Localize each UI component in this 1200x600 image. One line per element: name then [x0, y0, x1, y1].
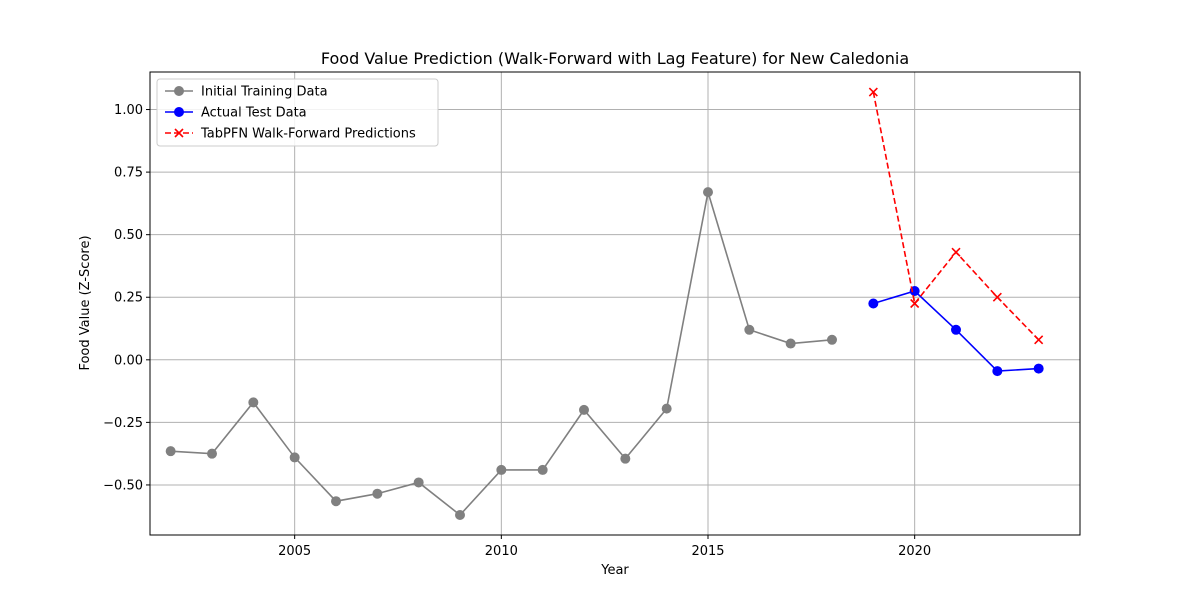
data-point: [455, 509, 465, 520]
x-tick-label: 2015: [691, 544, 724, 559]
legend-entry: TabPFN Walk-Forward Predictions: [165, 127, 416, 142]
legend-entry: Actual Test Data: [165, 106, 307, 121]
x-axis: 2005 2010 2015 2020: [278, 535, 931, 559]
legend-marker: [174, 107, 184, 117]
series-line: [872, 91, 1040, 341]
data-point: [992, 366, 1003, 377]
y-axis: −0.50 −0.25 0.00 0.25 0.50 0.75 1.00: [103, 103, 150, 493]
data-point: [165, 446, 176, 457]
marker-stroke: [951, 247, 961, 257]
data-point: [537, 464, 548, 475]
legend-marker: [174, 86, 184, 96]
data-point: [579, 404, 589, 415]
data-point: [827, 334, 837, 345]
data-point: [1034, 335, 1044, 345]
legend-box: [156, 78, 439, 147]
data-point: [620, 453, 631, 464]
x-tick-label: 2020: [898, 544, 931, 559]
data-point: [372, 488, 383, 499]
y-tick-label: 0.25: [114, 291, 143, 306]
marker-stroke: [1034, 335, 1044, 345]
data-point: [661, 403, 672, 414]
plot-area: [165, 87, 1044, 520]
data-point: [207, 448, 217, 459]
data-point: [1033, 363, 1044, 374]
y-tick-label: 1.00: [114, 103, 143, 118]
legend-entry: Initial Training Data: [165, 85, 328, 100]
legend-label: TabPFN Walk-Forward Predictions: [200, 127, 416, 142]
series-initial-training-data: [165, 187, 837, 520]
y-axis-label: Food Value (Z-Score): [78, 235, 93, 370]
data-point: [951, 247, 961, 257]
data-point: [992, 292, 1002, 302]
y-tick-label: 0.75: [114, 166, 143, 181]
legend-label: Initial Training Data: [201, 85, 328, 100]
data-point: [331, 496, 341, 507]
data-point: [703, 187, 713, 198]
data-point: [785, 338, 796, 349]
x-tick-label: 2005: [278, 544, 311, 559]
plot-frame: [149, 71, 1081, 536]
legend: Initial Training Data Actual Test Data Tab…: [156, 78, 439, 147]
chart-title: Food Value Prediction (Walk-Forward with…: [321, 49, 909, 68]
data-point: [744, 324, 755, 335]
data-point: [868, 87, 878, 97]
data-point: [248, 397, 259, 408]
x-tick-label: 2010: [485, 544, 518, 559]
y-tick-label: 0.00: [114, 353, 143, 368]
x-axis-label: Year: [600, 563, 629, 578]
y-tick-label: 0.50: [114, 228, 143, 243]
marker-stroke: [992, 292, 1002, 302]
y-tick-label: −0.50: [103, 478, 143, 493]
data-point: [289, 452, 300, 463]
data-point: [496, 464, 507, 475]
legend-label: Actual Test Data: [201, 106, 307, 121]
series-actual-test-data: [868, 285, 1044, 377]
data-point: [413, 477, 424, 488]
data-point: [910, 298, 920, 309]
data-point: [951, 324, 961, 335]
marker-stroke: [174, 128, 184, 138]
y-tick-label: −0.25: [103, 416, 143, 431]
marker-stroke: [868, 87, 878, 97]
legend-marker: [174, 128, 184, 138]
marker-stroke: [910, 298, 920, 309]
series-tabpfn-walk-forward-predictions: [868, 87, 1044, 345]
data-point: [868, 298, 879, 309]
